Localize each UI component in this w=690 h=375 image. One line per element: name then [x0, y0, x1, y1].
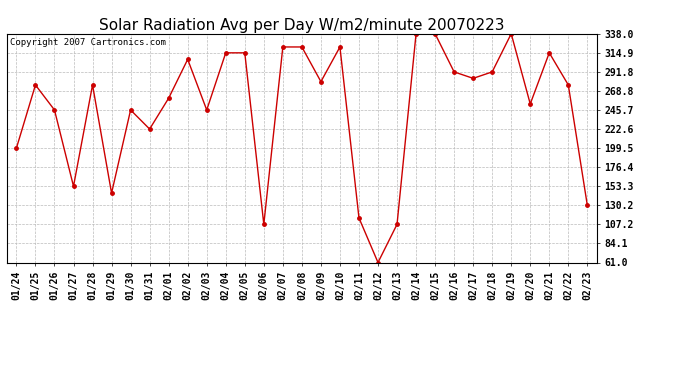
Text: Copyright 2007 Cartronics.com: Copyright 2007 Cartronics.com	[10, 38, 166, 47]
Title: Solar Radiation Avg per Day W/m2/minute 20070223: Solar Radiation Avg per Day W/m2/minute …	[99, 18, 504, 33]
